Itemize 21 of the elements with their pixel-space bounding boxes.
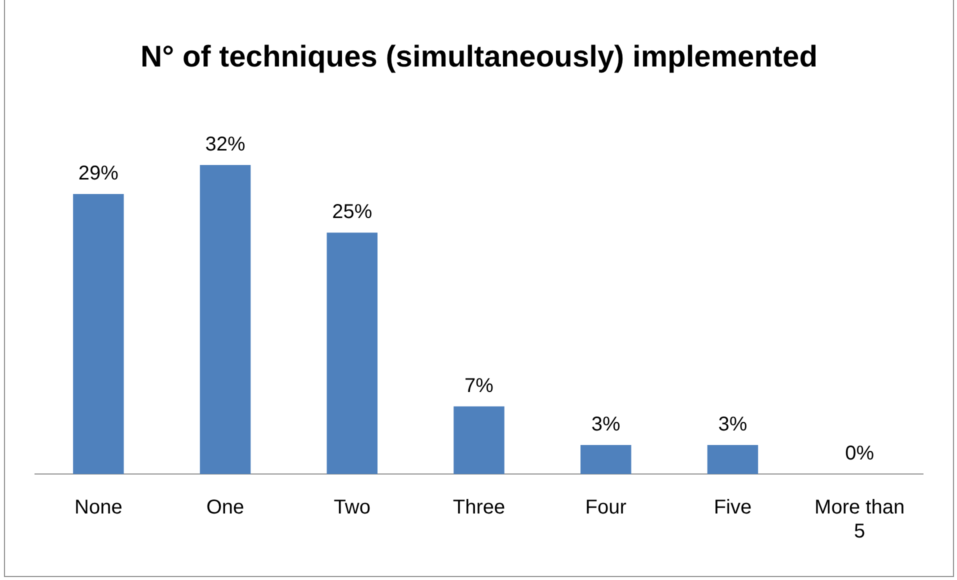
data-label: 3% <box>591 414 621 436</box>
bar <box>580 445 632 474</box>
x-tick-label: More than 5 <box>814 496 905 543</box>
x-tick-label: Five <box>714 496 752 519</box>
x-tick-label: Two <box>334 496 370 519</box>
x-tick-label: One <box>206 496 244 519</box>
chart-title: N° of techniques (simultaneously) implemented <box>140 40 818 74</box>
x-tick-label: Four <box>585 496 627 519</box>
x-tick-label: Three <box>452 496 506 519</box>
bar <box>707 445 758 474</box>
bar <box>200 164 251 474</box>
bar <box>326 232 378 474</box>
data-label: 7% <box>464 374 494 397</box>
data-label: 3% <box>718 414 748 436</box>
data-label: 0% <box>845 442 874 465</box>
data-label: 32% <box>205 133 246 156</box>
bar <box>454 406 504 474</box>
data-label: 29% <box>78 162 119 184</box>
bar <box>73 194 124 474</box>
data-label: 25% <box>332 201 372 224</box>
x-tick-label: None <box>74 496 122 519</box>
